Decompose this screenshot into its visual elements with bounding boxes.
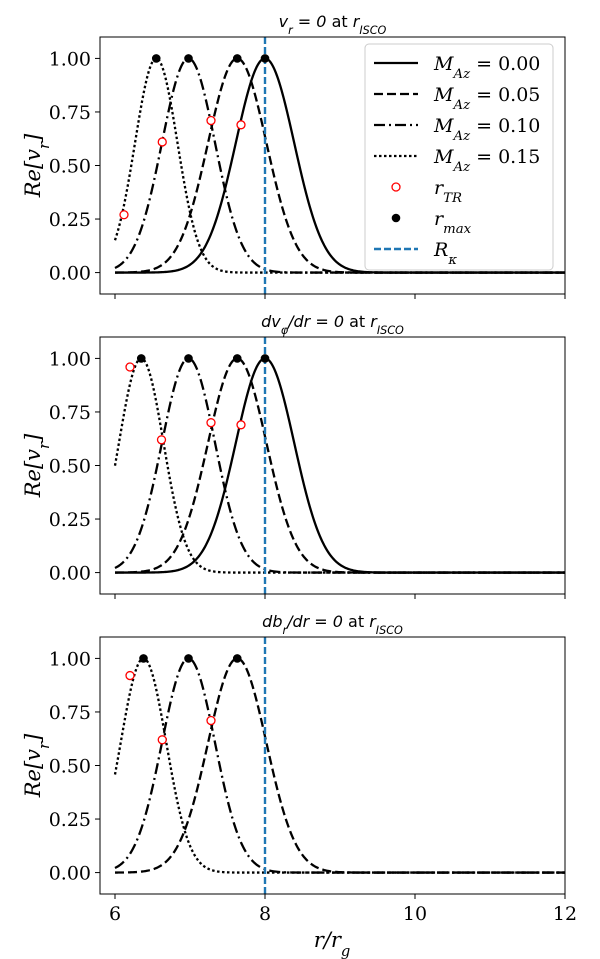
x-tick-label: 12 <box>553 903 577 925</box>
r-max-point <box>232 54 242 63</box>
series-line-dotted <box>113 357 565 574</box>
r-tr-point <box>206 418 216 428</box>
r-max-point <box>184 654 193 663</box>
y-tick-label: 0.00 <box>49 863 91 885</box>
panel-1: 0.00 0.25 0.50 0.75 1.00 vr = 0 at rISCO Re[vr… <box>21 12 566 299</box>
axes-frame <box>99 336 566 595</box>
legend-label: rTR <box>434 177 462 206</box>
r-tr-point <box>157 137 167 147</box>
y-tick-label: 0.75 <box>49 102 91 124</box>
x-axis-label: r/rg <box>314 928 351 959</box>
r-tr-point <box>157 735 167 745</box>
series-line-dotted <box>113 657 565 874</box>
y-tick-label: 0.50 <box>49 456 91 478</box>
x-tick-label: 8 <box>259 903 271 925</box>
legend-label: MAz = 0.10 <box>433 115 540 144</box>
panel-title: dbr/dr = 0 at rISCO <box>262 612 403 637</box>
r-tr-point <box>206 715 216 726</box>
axes-frame <box>99 636 566 895</box>
y-tick-label: 1.00 <box>49 648 91 670</box>
x-tick-label: 10 <box>403 903 427 925</box>
y-tick-label: 0.75 <box>49 702 91 724</box>
y-tick-label: 1.00 <box>49 48 91 70</box>
legend-label: Rκ <box>433 239 457 268</box>
panel-title: vr = 0 at rISCO <box>279 12 387 37</box>
series-line-dashdot <box>114 357 565 574</box>
series-line-dashdot <box>114 57 565 274</box>
series-line-dashed <box>114 657 565 874</box>
series-line-solid <box>115 357 565 574</box>
y-tick-label: 0.50 <box>49 756 91 778</box>
panel-3: 0.00 0.25 0.50 0.75 1.00 6 8 10 12 dbr/dr = 0 at … <box>21 612 577 925</box>
legend-box <box>364 43 554 271</box>
legend-label: MAz = 0.00 <box>433 53 540 82</box>
r-max-point <box>151 54 161 63</box>
y-tick-label: 0.25 <box>49 509 91 531</box>
legend-label: MAz = 0.15 <box>433 146 540 175</box>
r-tr-point <box>125 670 135 681</box>
y-axis-label: Re[vr] <box>21 733 53 798</box>
legend-handle <box>391 213 401 223</box>
y-tick-label: 0.00 <box>49 563 91 585</box>
y-axis-label: Re[vr] <box>21 133 53 198</box>
r-max-point <box>260 54 270 63</box>
legend-label: rmax <box>434 208 472 237</box>
r-tr-point <box>156 435 167 445</box>
legend-label: MAz = 0.05 <box>433 84 540 113</box>
y-axis-label: Re[vr] <box>21 433 53 498</box>
r-tr-point <box>125 362 135 372</box>
r-tr-point <box>236 120 246 130</box>
series-line-dotted <box>113 57 565 274</box>
y-tick-label: 0.50 <box>49 156 91 178</box>
series-line-dashdot <box>114 657 565 874</box>
r-max-point <box>232 354 242 363</box>
legend-handle <box>391 182 401 192</box>
x-tick-label: 6 <box>109 903 121 925</box>
r-tr-point <box>119 210 129 220</box>
r-max-point <box>232 654 242 663</box>
y-tick-label: 1.00 <box>49 348 91 370</box>
r-tr-point <box>236 420 246 430</box>
r-max-point <box>184 54 193 63</box>
y-tick-label: 0.25 <box>49 809 91 831</box>
y-tick-label: 0.00 <box>49 263 91 285</box>
r-max-point <box>260 354 270 363</box>
r-max-point <box>136 354 146 363</box>
r-max-point <box>184 354 193 363</box>
series-line-dashed <box>114 357 565 574</box>
r-tr-point <box>206 115 216 126</box>
y-tick-label: 0.75 <box>49 402 91 424</box>
panel-2: 0.00 0.25 0.50 0.75 1.00 dvφ/dr = 0 at rISCO R… <box>21 312 566 599</box>
panel-title: dvφ/dr = 0 at rISCO <box>261 312 404 337</box>
r-max-point <box>139 654 148 663</box>
y-tick-label: 0.25 <box>49 209 91 231</box>
